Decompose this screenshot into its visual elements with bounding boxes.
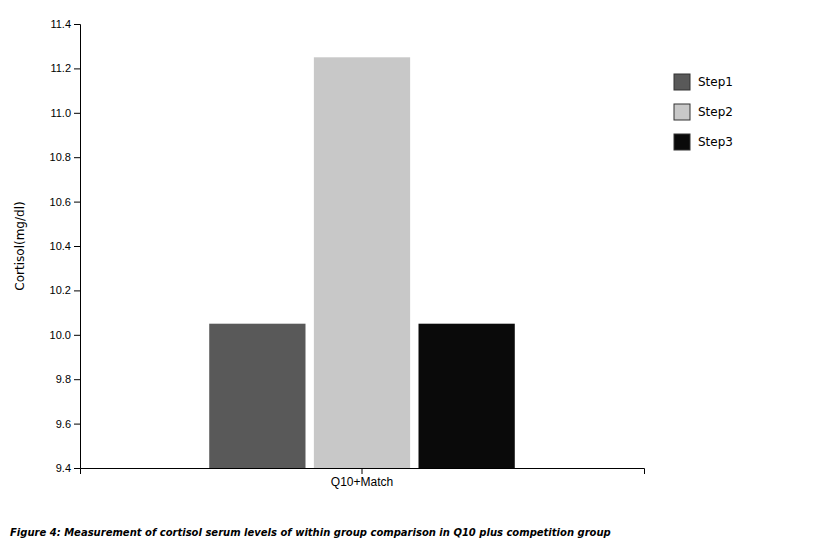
chart: 9.4 9.6 9.8 10.0 10.2 10.4 10.6 10.8 11.0 11.2 11.… (0, 0, 834, 548)
legend: Step1 Step2 Step3 (674, 74, 733, 150)
y-tick: 9.4 (56, 462, 80, 474)
y-tick-mark (74, 157, 80, 158)
y-tick-label: 10.2 (50, 284, 71, 296)
legend-swatch (674, 134, 690, 150)
y-tick-mark (74, 68, 80, 69)
y-axis-title: Cortisol(mg/dl) (13, 201, 27, 290)
y-tick-label: 11.4 (50, 18, 71, 30)
legend-label: Step3 (698, 135, 733, 149)
x-tick: Q10+Match (331, 468, 393, 489)
y-tick-label: 10.8 (50, 151, 71, 163)
y-tick-label: 9.6 (56, 418, 71, 430)
y-tick-mark (74, 379, 80, 380)
y-tick: 9.8 (56, 373, 80, 385)
y-tick: 11.0 (50, 107, 80, 119)
y-tick-label: 11.0 (50, 107, 71, 119)
y-tick: 11.2 (50, 62, 80, 74)
x-axis-line (81, 469, 645, 475)
bar (314, 57, 410, 468)
y-tick-label: 9.4 (56, 462, 71, 474)
x-tick-mark (362, 468, 363, 474)
y-tick: 10.8 (50, 151, 80, 163)
y-tick: 10.0 (50, 329, 80, 341)
x-tick-label: Q10+Match (331, 475, 393, 489)
y-axis-line (74, 25, 81, 469)
y-tick-label: 10.6 (50, 196, 71, 208)
y-tick-mark (74, 24, 80, 25)
y-tick-label: 9.8 (56, 373, 71, 385)
y-tick-label: 11.2 (50, 62, 71, 74)
y-tick: 10.4 (50, 240, 80, 252)
y-tick-mark (74, 424, 80, 425)
y-tick-mark (74, 202, 80, 203)
y-tick-label: 10.4 (50, 240, 71, 252)
y-tick-mark (74, 468, 80, 469)
plot: 9.4 9.6 9.8 10.0 10.2 10.4 10.6 10.8 11.0 11.2 11.… (13, 18, 645, 489)
y-tick: 9.6 (56, 418, 80, 430)
legend-item: Step3 (674, 134, 733, 150)
y-tick-label: 10.0 (50, 329, 71, 341)
y-tick-mark (74, 246, 80, 247)
bars (209, 57, 515, 468)
y-axis: 9.4 9.6 9.8 10.0 10.2 10.4 10.6 10.8 11.0 11.2 11.… (50, 18, 81, 474)
legend-label: Step1 (698, 75, 733, 89)
legend-item: Step1 (674, 74, 733, 90)
bar (419, 324, 515, 468)
y-tick: 10.6 (50, 196, 80, 208)
x-axis: Q10+Match (81, 468, 645, 489)
caption: Figure 4: Measurement of cortisol serum … (10, 527, 611, 538)
legend-swatch (674, 74, 690, 90)
y-tick-mark (74, 113, 80, 114)
bar (209, 324, 305, 468)
y-tick-mark (74, 335, 80, 336)
legend-item: Step2 (674, 104, 733, 120)
y-tick: 11.4 (50, 18, 80, 30)
y-tick: 10.2 (50, 284, 80, 296)
legend-swatch (674, 104, 690, 120)
legend-label: Step2 (698, 105, 733, 119)
y-tick-mark (74, 290, 80, 291)
